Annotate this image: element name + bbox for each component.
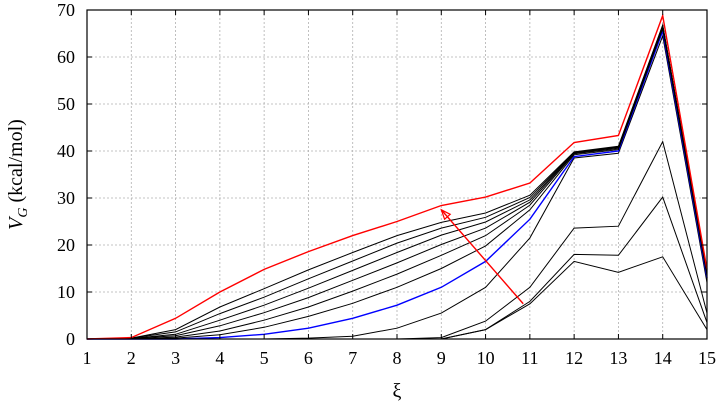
x-tick-label: 7	[348, 348, 357, 368]
x-tick-label: 13	[609, 348, 627, 368]
x-tick-label: 2	[127, 348, 136, 368]
y-axis-label-unit: (kcal/mol)	[5, 119, 27, 207]
series-line-11	[86, 23, 708, 340]
y-axis-label-main: V	[5, 215, 27, 230]
x-tick-label: 8	[393, 348, 402, 368]
x-tick-label: 9	[437, 348, 446, 368]
annotation-arrow	[440, 209, 524, 305]
y-axis-label-subscript: G	[16, 207, 31, 217]
y-tick-label: 30	[57, 188, 75, 208]
y-tick-label: 20	[57, 235, 75, 255]
y-tick-label: 60	[57, 47, 75, 67]
x-tick-label: 12	[565, 348, 583, 368]
y-tick-label: 10	[57, 282, 75, 302]
x-tick-label: 5	[260, 348, 269, 368]
y-tick-label: 0	[66, 329, 75, 349]
series-line-12	[86, 12, 708, 340]
y-tick-label: 40	[57, 141, 75, 161]
annotation-arrow-group	[440, 208, 524, 305]
x-tick-label: 15	[698, 348, 716, 368]
grid	[87, 10, 707, 339]
axis-ticks	[86, 9, 708, 340]
x-tick-label: 4	[215, 348, 224, 368]
x-axis-label: ξ	[393, 380, 402, 402]
x-tick-label: 10	[477, 348, 495, 368]
y-tick-label: 50	[57, 94, 75, 114]
series-line-6	[87, 26, 708, 340]
x-tick-label: 3	[171, 348, 180, 368]
x-tick-label: 11	[521, 348, 538, 368]
y-axis-label: VG (kcal/mol)	[5, 119, 31, 230]
series-line-7	[87, 25, 708, 340]
x-tick-label: 1	[83, 348, 92, 368]
x-tick-label: 6	[304, 348, 313, 368]
annotation-arrowhead	[440, 208, 452, 221]
y-tick-label: 70	[57, 0, 75, 20]
series-line-5	[87, 28, 708, 340]
x-tick-label: 14	[654, 348, 672, 368]
